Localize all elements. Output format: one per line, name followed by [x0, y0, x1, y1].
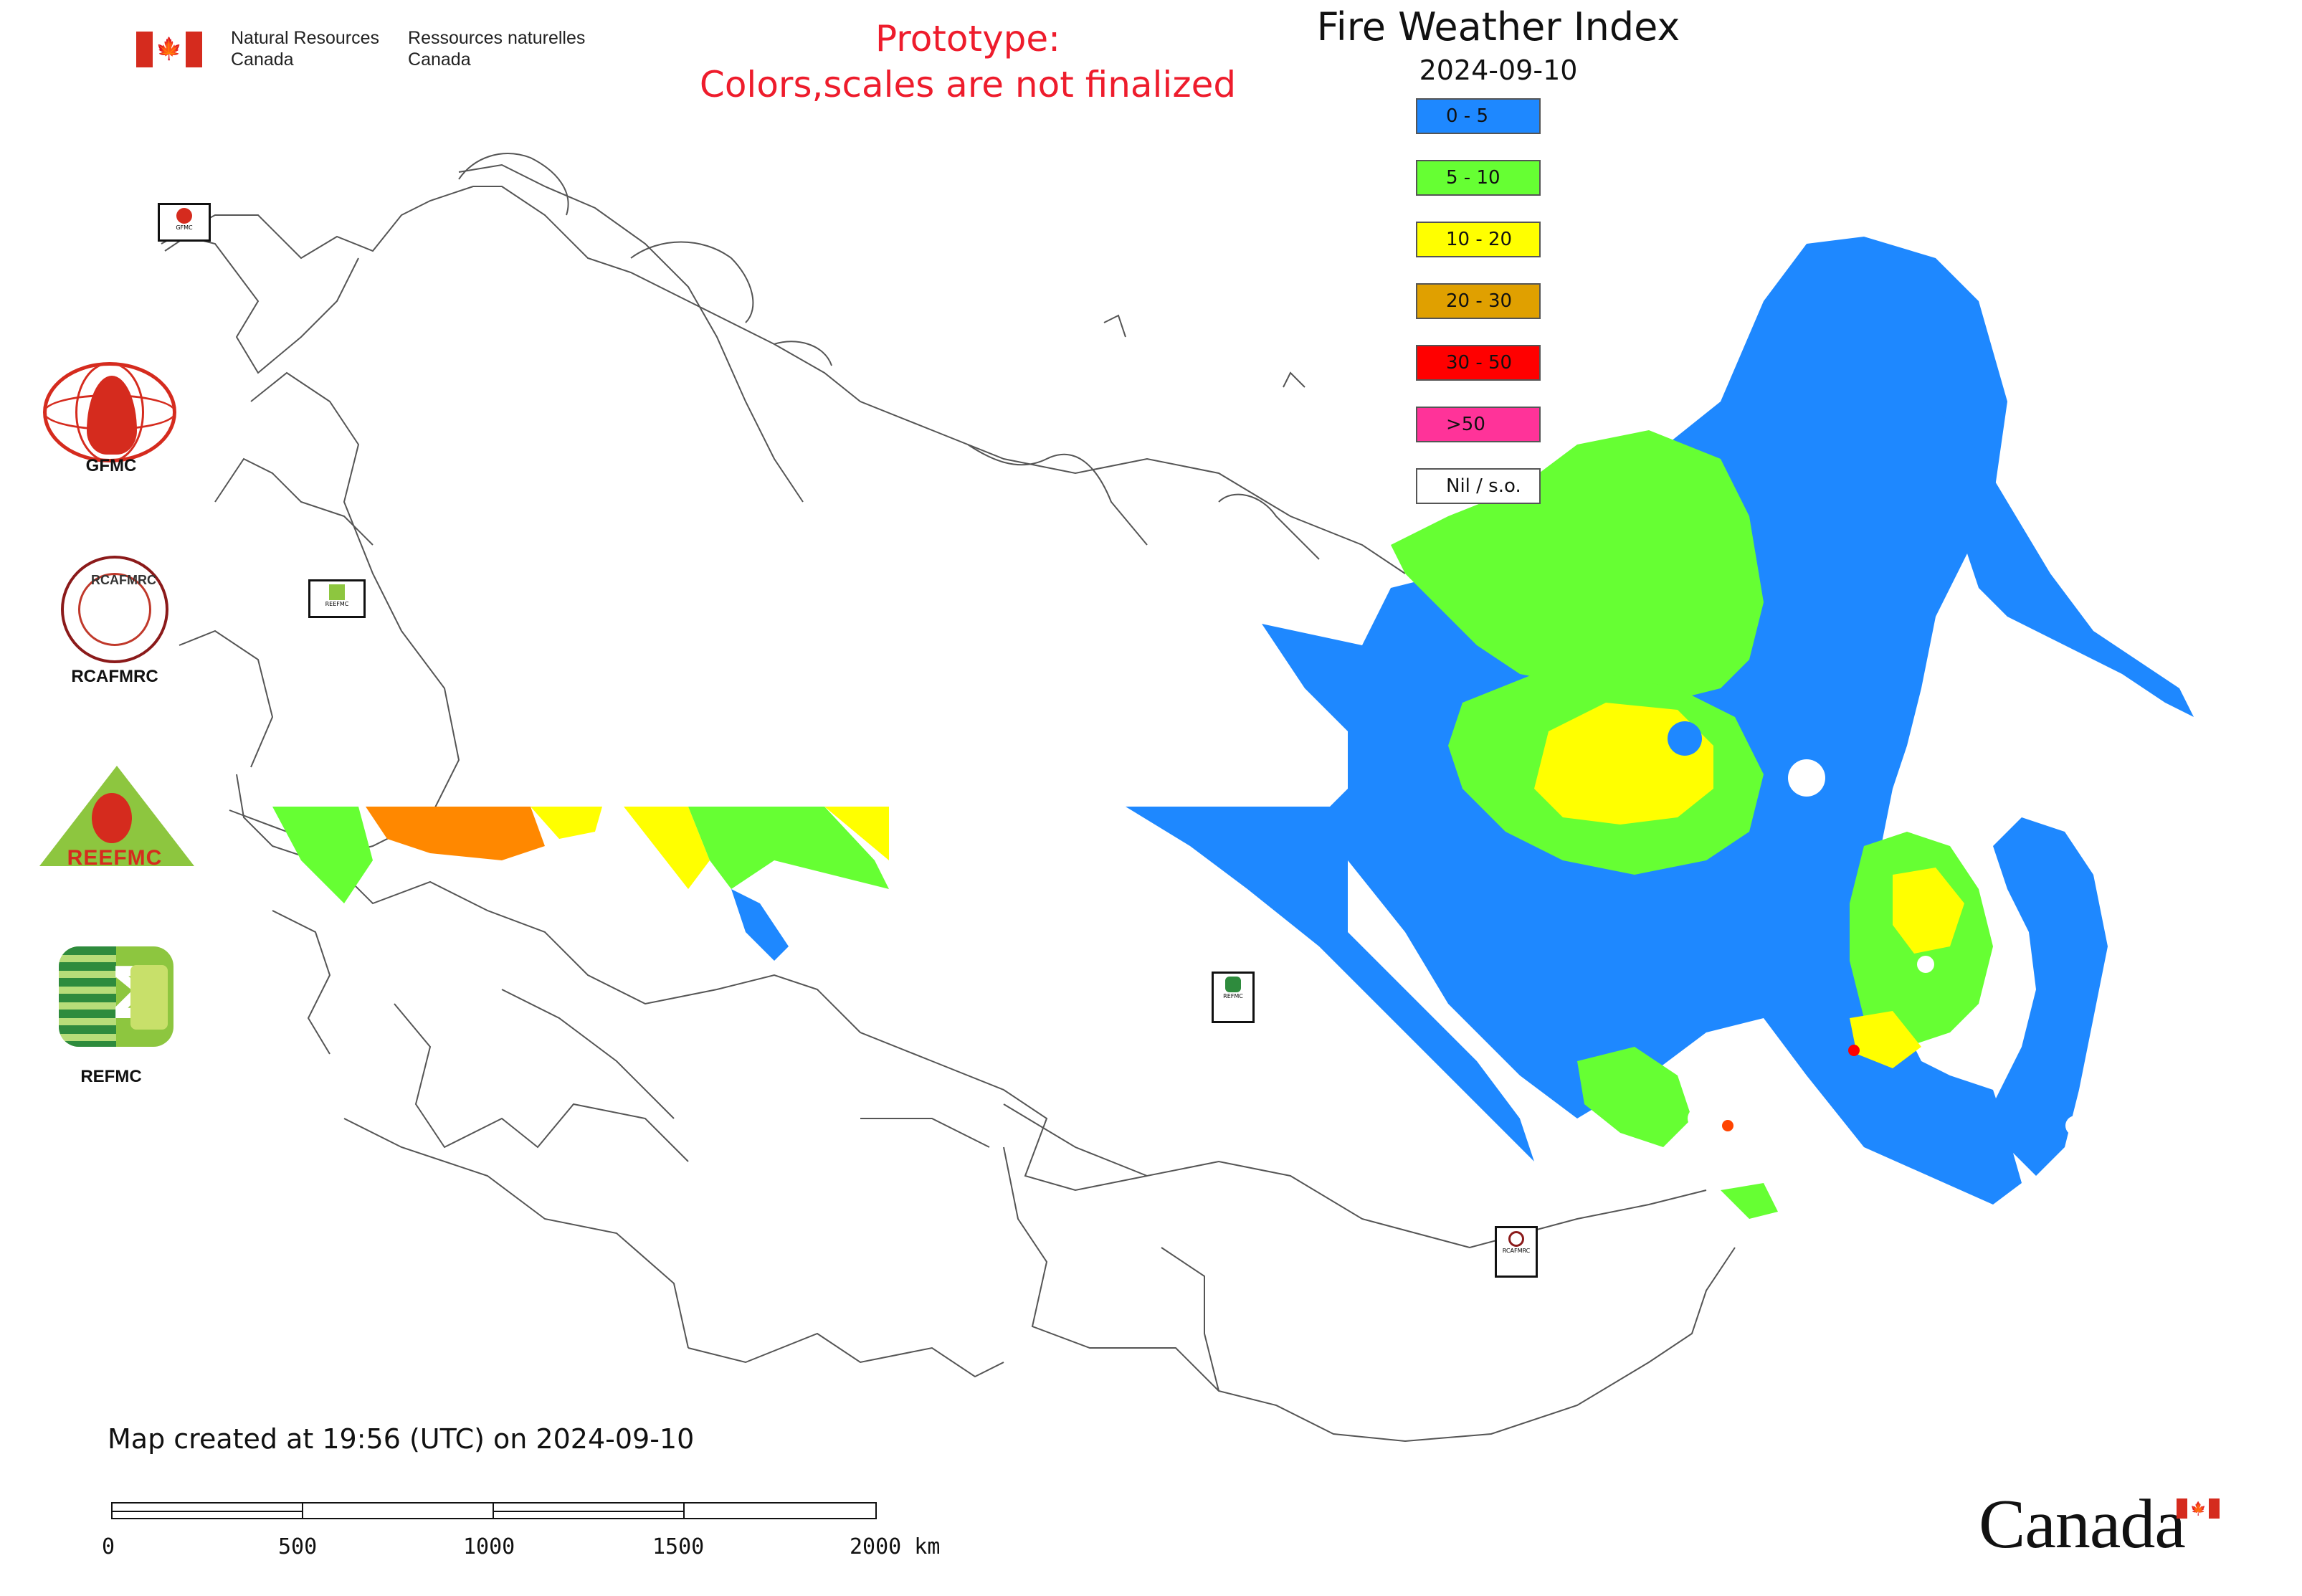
fwi-raster — [272, 237, 2194, 1219]
scale-segment — [111, 1502, 303, 1519]
canada-wordmark: Canada 🍁 — [1979, 1484, 2220, 1564]
prototype-notice: Prototype: Colors,scales are not finaliz… — [699, 18, 1237, 105]
reefmc-map-marker[interactable]: REEFMC — [308, 579, 366, 618]
refmc-map-marker[interactable]: REFMC — [1212, 972, 1255, 1023]
triangle-flame-icon — [329, 584, 345, 600]
gfmc-map-marker[interactable]: GFMC — [158, 203, 211, 242]
refmc-logo-icon: Σ — [59, 946, 173, 1047]
canada-flag-icon: 🍁 — [2177, 1498, 2220, 1519]
rcafmrc-seal-text: RCAFMRC — [91, 573, 156, 587]
rcafmrc-logo-icon: RCAFMRC — [61, 556, 168, 663]
scale-segment — [302, 1502, 494, 1519]
map-date: 2024-09-10 — [1419, 54, 1578, 86]
dept-name-fr: Ressources naturelles Canada — [408, 28, 586, 70]
scale-label-2000: 2000 km — [850, 1534, 941, 1559]
flame-icon — [176, 208, 192, 224]
refmc-logo-label: REFMC — [80, 1067, 142, 1086]
rcafmrc-logo-label: RCAFMRC — [71, 667, 158, 686]
gfmc-logo-label: GFMC — [85, 456, 137, 475]
legend-item: 20 - 30 — [1416, 283, 1541, 319]
dept-name-en: Natural Resources Canada — [231, 28, 380, 70]
legend-item: 10 - 20 — [1416, 222, 1541, 257]
gfmc-logo-icon — [43, 362, 176, 462]
fwi-legend: 0 - 5 5 - 10 10 - 20 20 - 30 30 - 50 >50 Nil /… — [1416, 98, 1541, 530]
scale-label-1500: 1500 — [652, 1534, 705, 1559]
sigma-icon — [1225, 977, 1241, 992]
high-fwi-spot — [1722, 1120, 1733, 1131]
legend-item: Nil / s.o. — [1416, 468, 1541, 504]
coastlines — [164, 153, 1320, 560]
high-fwi-spot — [1848, 1045, 1860, 1056]
legend-item: 0 - 5 — [1416, 98, 1541, 134]
legend-item: 30 - 50 — [1416, 345, 1541, 381]
scale-label-1000: 1000 — [463, 1534, 515, 1559]
map-created-timestamp: Map created at 19:56 (UTC) on 2024-09-10 — [108, 1423, 695, 1455]
scale-label-500: 500 — [278, 1534, 318, 1559]
scale-label-0: 0 — [102, 1534, 115, 1559]
seal-icon — [1508, 1231, 1524, 1247]
nrcan-signature: 🍁 Natural Resources Canada Ressources nat… — [136, 27, 614, 70]
map-title: Fire Weather Index — [1316, 4, 1680, 49]
legend-item: >50 — [1416, 407, 1541, 442]
canada-flag-icon: 🍁 — [136, 32, 202, 67]
scale-segment — [493, 1502, 685, 1519]
legend-item: 5 - 10 — [1416, 160, 1541, 196]
reefmc-flame-icon — [92, 793, 132, 843]
scale-bar — [111, 1502, 878, 1521]
reefmc-logo-text: REEFMC — [67, 846, 163, 870]
rcafmrc-map-marker[interactable]: RCAFMRC — [1495, 1226, 1538, 1278]
scale-segment — [683, 1502, 877, 1519]
